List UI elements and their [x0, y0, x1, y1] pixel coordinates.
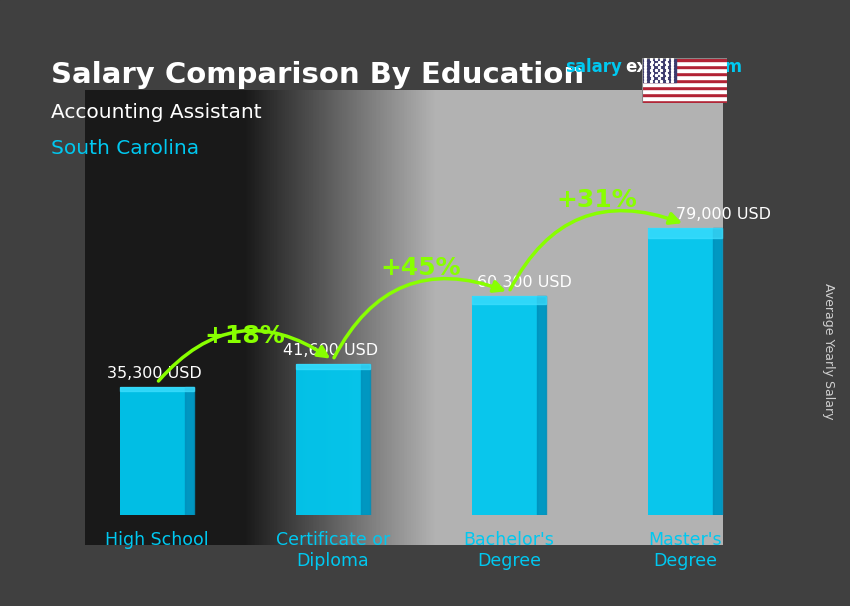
Bar — [642, 99, 727, 103]
FancyArrowPatch shape — [158, 330, 327, 381]
Text: +18%: +18% — [204, 324, 285, 348]
Bar — [642, 93, 727, 96]
Bar — [642, 89, 727, 93]
Text: +31%: +31% — [557, 188, 638, 212]
Bar — [472, 296, 546, 515]
Bar — [642, 75, 727, 79]
Bar — [642, 85, 727, 89]
Bar — [120, 387, 194, 391]
Bar — [537, 296, 546, 515]
Bar — [642, 58, 676, 82]
Text: 79,000 USD: 79,000 USD — [676, 207, 771, 222]
Bar — [642, 82, 727, 85]
Bar — [648, 228, 722, 238]
Bar — [642, 65, 727, 68]
Text: 60,300 USD: 60,300 USD — [477, 275, 572, 290]
Text: explorer: explorer — [625, 58, 704, 76]
Bar — [642, 68, 727, 72]
Bar — [472, 296, 546, 304]
Bar — [360, 364, 370, 515]
Text: 35,300 USD: 35,300 USD — [107, 366, 202, 381]
Bar — [642, 61, 727, 65]
FancyArrowPatch shape — [510, 211, 678, 290]
Bar — [713, 228, 722, 515]
Bar — [642, 72, 727, 75]
Text: South Carolina: South Carolina — [51, 139, 199, 158]
Text: 41,600 USD: 41,600 USD — [283, 344, 378, 358]
Text: Average Yearly Salary: Average Yearly Salary — [822, 283, 836, 420]
Text: Accounting Assistant: Accounting Assistant — [51, 103, 262, 122]
Bar — [296, 364, 370, 515]
Bar — [184, 387, 194, 515]
Bar — [296, 364, 370, 369]
Bar — [120, 387, 194, 515]
Text: salary: salary — [565, 58, 622, 76]
FancyArrowPatch shape — [334, 279, 502, 358]
Text: +45%: +45% — [381, 256, 461, 280]
Bar — [648, 228, 722, 515]
Bar — [642, 96, 727, 99]
Text: .com: .com — [697, 58, 742, 76]
Text: Salary Comparison By Education: Salary Comparison By Education — [51, 61, 584, 88]
Bar — [642, 79, 727, 82]
Bar — [642, 58, 727, 61]
